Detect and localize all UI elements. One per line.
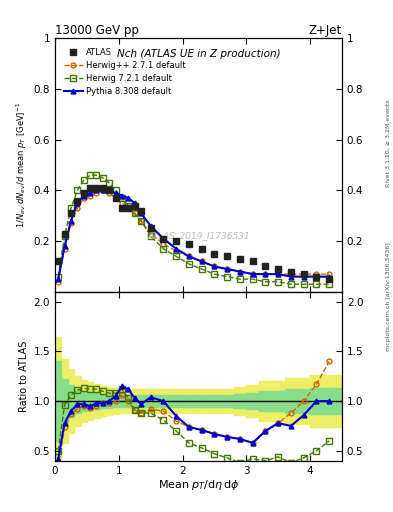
Y-axis label: $1/N_{ev}$ $dN_{ev}/d$ mean $p_T$ $[\rm GeV]^{-1}$: $1/N_{ev}$ $dN_{ev}/d$ mean $p_T$ $[\rm … [15,102,29,228]
Text: Nch (ATLAS UE in Z production): Nch (ATLAS UE in Z production) [117,49,280,58]
Legend: ATLAS, Herwig++ 2.7.1 default, Herwig 7.2.1 default, Pythia 8.308 default: ATLAS, Herwig++ 2.7.1 default, Herwig 7.… [62,45,188,99]
Text: Z+Jet: Z+Jet [309,24,342,37]
Y-axis label: Ratio to ATLAS: Ratio to ATLAS [19,340,29,412]
Text: ATLAS_2019_I1736531: ATLAS_2019_I1736531 [147,231,250,241]
Text: mcplots.cern.ch [arXiv:1306.3436]: mcplots.cern.ch [arXiv:1306.3436] [386,243,391,351]
Text: Rivet 3.1.10, ≥ 3.2M events: Rivet 3.1.10, ≥ 3.2M events [386,99,391,187]
X-axis label: Mean $p_T/\mathrm{d}\eta\,\mathrm{d}\phi$: Mean $p_T/\mathrm{d}\eta\,\mathrm{d}\phi… [158,478,239,493]
Text: 13000 GeV pp: 13000 GeV pp [55,24,139,37]
